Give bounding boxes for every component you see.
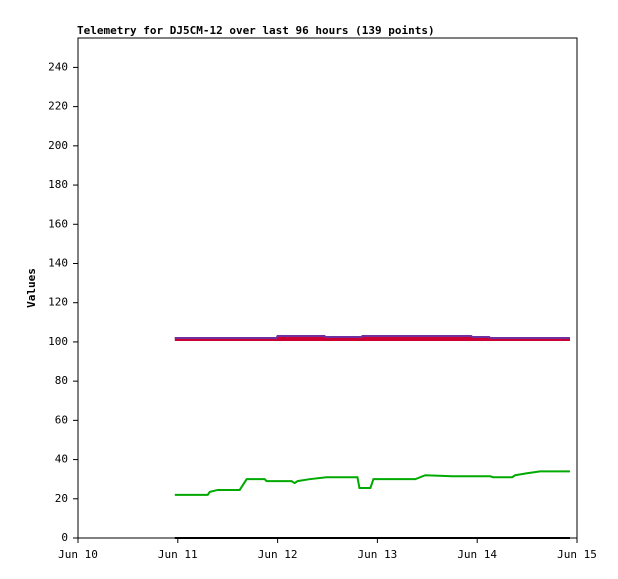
y-tick-label: 140 — [48, 256, 68, 269]
x-tick-label: Jun 10 — [58, 548, 98, 561]
y-tick-label: 80 — [55, 374, 68, 387]
y-tick-label: 220 — [48, 100, 68, 113]
chart-title: Telemetry for DJ5CM-12 over last 96 hour… — [77, 24, 435, 37]
series-line — [174, 335, 571, 339]
y-tick-label: 120 — [48, 296, 68, 309]
x-tick-label: Jun 11 — [158, 548, 198, 561]
y-tick-label: 100 — [48, 335, 68, 348]
series-line — [174, 470, 571, 496]
y-tick-label: 240 — [48, 60, 68, 73]
y-tick-label: 200 — [48, 139, 68, 152]
y-tick-label: 40 — [55, 453, 68, 466]
plot-frame — [77, 37, 578, 539]
y-tick-label: 0 — [61, 531, 68, 544]
x-tick-label: Jun 14 — [457, 548, 497, 561]
x-tick-label: Jun 12 — [258, 548, 298, 561]
x-tick-label: Jun 15 — [557, 548, 597, 561]
y-tick-label: 20 — [55, 492, 68, 505]
x-tick-label: Jun 13 — [358, 548, 398, 561]
y-tick-label: 160 — [48, 217, 68, 230]
y-axis-label: Values — [25, 268, 38, 308]
y-tick-label: 180 — [48, 178, 68, 191]
y-tick-label: 60 — [55, 413, 68, 426]
